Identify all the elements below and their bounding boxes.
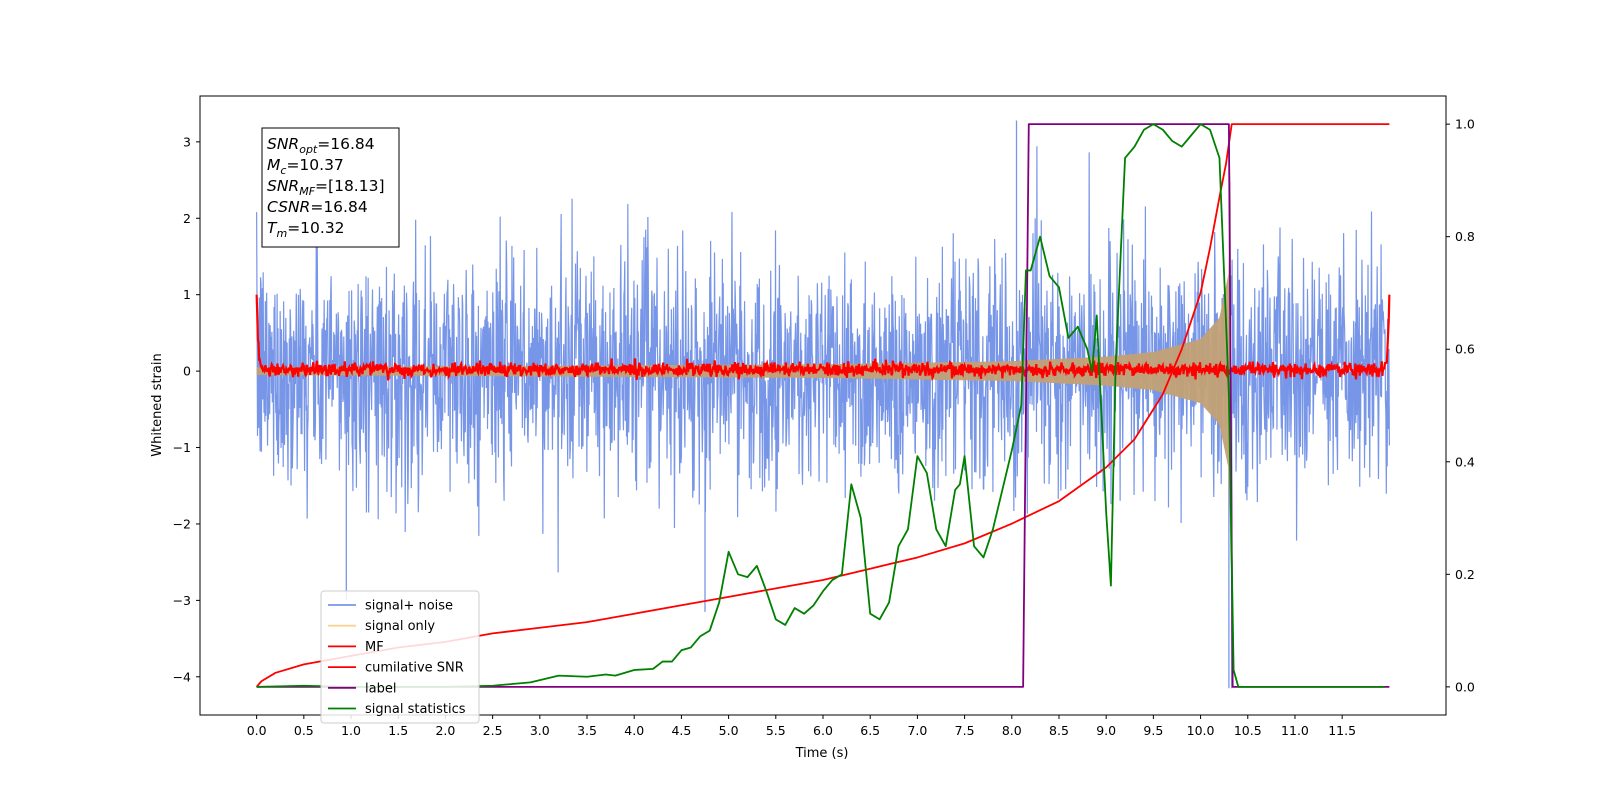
y2-tick-label: 1.0 bbox=[1455, 117, 1475, 132]
y-tick-label: −2 bbox=[173, 516, 191, 531]
y-tick-label: 0 bbox=[183, 364, 191, 379]
y2-tick-label: 0.6 bbox=[1455, 342, 1475, 357]
x-tick-label: 10.0 bbox=[1187, 723, 1215, 738]
x-tick-label: 4.0 bbox=[624, 723, 644, 738]
y-tick-label: −1 bbox=[173, 440, 191, 455]
annotation-line: SNRopt=16.84 bbox=[267, 135, 375, 156]
y2-tick-label: 0.8 bbox=[1455, 229, 1475, 244]
annotation-box: SNRopt=16.84Mc=10.37SNRMF=[18.13]CSNR=16… bbox=[261, 127, 400, 248]
x-tick-label: 3.5 bbox=[577, 723, 597, 738]
series-signal-statistics-line bbox=[256, 123, 1385, 688]
x-tick-label: 3.0 bbox=[530, 723, 550, 738]
legend-item: MF bbox=[328, 640, 384, 655]
x-tick-label: 7.0 bbox=[907, 723, 927, 738]
y2-tick-label: 0.2 bbox=[1455, 567, 1475, 582]
series-mf-line bbox=[255, 294, 1391, 382]
x-tick-label: 1.0 bbox=[341, 723, 361, 738]
x-tick-label: 5.0 bbox=[719, 723, 739, 738]
y-axis-left: 3 2 1 0 −1 −2 −3 −4 bbox=[173, 134, 200, 684]
mf-layer bbox=[255, 294, 1391, 382]
x-tick-label: 0.5 bbox=[294, 723, 314, 738]
x-tick-label: 2.0 bbox=[435, 723, 455, 738]
x-tick-label: 11.5 bbox=[1328, 723, 1356, 738]
x-tick-label: 9.0 bbox=[1096, 723, 1116, 738]
legend-frame bbox=[320, 590, 480, 724]
x-tick-label: 8.5 bbox=[1049, 723, 1069, 738]
y-axis-right: 1.0 0.8 0.6 0.4 0.2 0.0 bbox=[1446, 117, 1475, 694]
plot-area bbox=[255, 120, 1391, 689]
y-tick-label: −4 bbox=[173, 669, 191, 684]
y2-tick-label: 0.0 bbox=[1455, 679, 1475, 694]
legend: signal+ noise signal only MF cumilative SNR… bbox=[320, 590, 480, 724]
x-tick-label: 9.5 bbox=[1143, 723, 1163, 738]
x-tick-label: 8.0 bbox=[1002, 723, 1022, 738]
legend-label: signal statistics bbox=[365, 702, 466, 717]
annotation-line: Mc=10.37 bbox=[267, 156, 344, 177]
y-tick-label: 2 bbox=[183, 211, 191, 226]
x-tick-label: 1.5 bbox=[388, 723, 408, 738]
x-tick-label: 11.0 bbox=[1281, 723, 1309, 738]
x-tick-label: 4.5 bbox=[671, 723, 691, 738]
x-tick-label: 5.5 bbox=[766, 723, 786, 738]
x-tick-label: 6.5 bbox=[860, 723, 880, 738]
annotation-line: SNRMF=[18.13] bbox=[267, 177, 385, 198]
legend-item: signal only bbox=[328, 619, 435, 634]
legend-item: label bbox=[328, 681, 396, 696]
x-axis: 0.0 0.5 1.0 1.5 2.0 2.5 3.0 3.5 4.0 4.5 5.0 5.5 6.0 6… bbox=[247, 715, 1356, 738]
y-tick-label: 3 bbox=[183, 134, 191, 149]
legend-label: cumilative SNR bbox=[365, 661, 464, 676]
y-tick-label: 1 bbox=[183, 287, 191, 302]
legend-label: signal only bbox=[365, 619, 435, 634]
x-tick-label: 7.5 bbox=[955, 723, 975, 738]
x-tick-label: 10.5 bbox=[1234, 723, 1262, 738]
x-axis-label: Time (s) bbox=[795, 746, 849, 761]
annotation-line: Tm=10.32 bbox=[267, 219, 345, 240]
y-tick-label: −3 bbox=[173, 593, 191, 608]
legend-label: MF bbox=[365, 640, 384, 655]
legend-item: signal+ noise bbox=[328, 599, 453, 614]
y2-tick-label: 0.4 bbox=[1455, 454, 1475, 469]
x-tick-label: 6.0 bbox=[813, 723, 833, 738]
x-tick-label: 2.5 bbox=[483, 723, 503, 738]
annotation-line: CSNR=16.84 bbox=[267, 198, 368, 216]
y-axis-label: Whitened strain bbox=[150, 353, 165, 456]
legend-label: label bbox=[365, 681, 396, 696]
legend-item: signal statistics bbox=[328, 702, 466, 717]
legend-label: signal+ noise bbox=[365, 599, 453, 614]
annotation-frame bbox=[261, 127, 400, 248]
x-tick-label: 0.0 bbox=[247, 723, 267, 738]
legend-item: cumilative SNR bbox=[328, 661, 464, 676]
